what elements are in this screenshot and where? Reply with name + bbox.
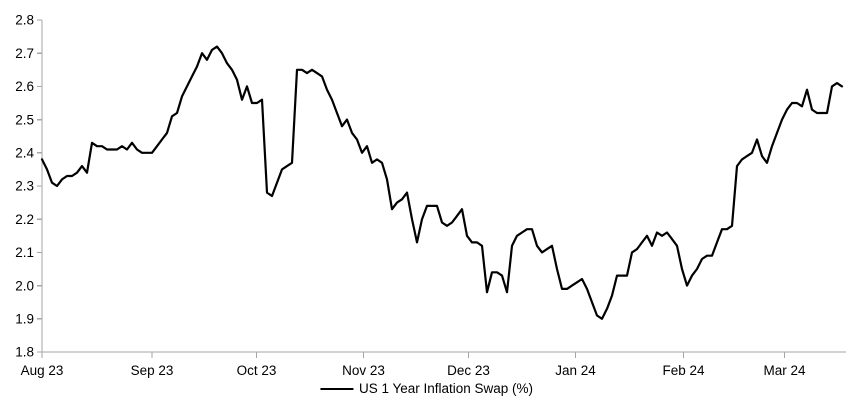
y-tick-label: 2.7 <box>15 46 34 61</box>
x-tick-label: Sep 23 <box>131 363 174 378</box>
y-tick-label: 2.4 <box>15 146 34 161</box>
y-tick-label: 2.5 <box>15 112 34 127</box>
x-tick-label: Oct 23 <box>237 363 277 378</box>
y-tick-label: 2.3 <box>15 179 34 194</box>
x-tick-label: Mar 24 <box>763 363 806 378</box>
x-tick-label: Nov 23 <box>342 363 385 378</box>
y-tick-label: 2.0 <box>15 278 34 293</box>
x-tick-label: Feb 24 <box>662 363 705 378</box>
y-tick-label: 2.2 <box>15 212 34 227</box>
legend-line-marker <box>319 387 353 390</box>
y-tick-label: 2.1 <box>15 245 34 260</box>
y-tick-label: 1.9 <box>15 312 34 327</box>
legend-label: US 1 Year Inflation Swap (%) <box>358 381 534 396</box>
x-tick-label: Aug 23 <box>21 363 64 378</box>
y-tick-label: 1.8 <box>15 345 34 360</box>
x-tick-label: Dec 23 <box>447 363 490 378</box>
legend: US 1 Year Inflation Swap (%) <box>319 381 534 396</box>
y-tick-label: 2.8 <box>15 13 34 28</box>
series-line <box>40 45 844 320</box>
x-tick-label: Jan 24 <box>555 363 596 378</box>
y-tick-label: 2.6 <box>15 79 34 94</box>
